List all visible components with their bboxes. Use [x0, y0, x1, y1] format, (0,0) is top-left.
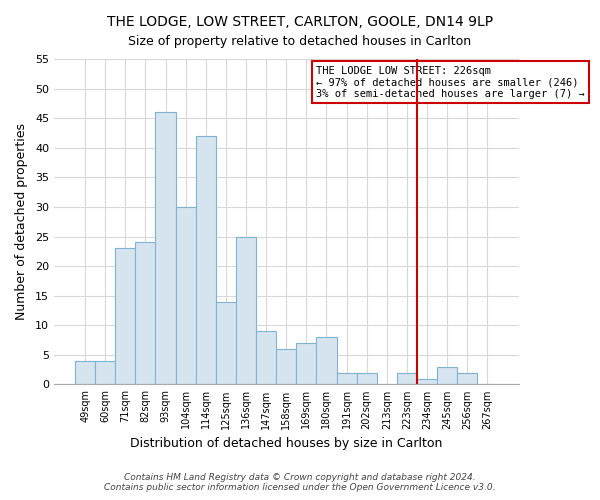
Bar — [276, 349, 296, 384]
Bar — [437, 366, 457, 384]
Text: Contains HM Land Registry data © Crown copyright and database right 2024.
Contai: Contains HM Land Registry data © Crown c… — [104, 473, 496, 492]
Bar — [136, 242, 155, 384]
Bar — [417, 378, 437, 384]
Bar — [115, 248, 136, 384]
Bar — [75, 361, 95, 384]
Bar — [397, 372, 417, 384]
Bar — [176, 207, 196, 384]
Bar — [236, 236, 256, 384]
Bar — [216, 302, 236, 384]
Bar — [457, 372, 477, 384]
Y-axis label: Number of detached properties: Number of detached properties — [15, 123, 28, 320]
Text: THE LODGE LOW STREET: 226sqm
← 97% of detached houses are smaller (246)
3% of se: THE LODGE LOW STREET: 226sqm ← 97% of de… — [316, 66, 585, 98]
Text: THE LODGE, LOW STREET, CARLTON, GOOLE, DN14 9LP: THE LODGE, LOW STREET, CARLTON, GOOLE, D… — [107, 15, 493, 29]
Bar — [155, 112, 176, 384]
Bar — [196, 136, 216, 384]
Bar — [356, 372, 377, 384]
X-axis label: Distribution of detached houses by size in Carlton: Distribution of detached houses by size … — [130, 437, 442, 450]
Bar — [316, 337, 337, 384]
Bar — [256, 331, 276, 384]
Bar — [296, 343, 316, 384]
Bar — [337, 372, 356, 384]
Text: Size of property relative to detached houses in Carlton: Size of property relative to detached ho… — [128, 35, 472, 48]
Bar — [95, 361, 115, 384]
